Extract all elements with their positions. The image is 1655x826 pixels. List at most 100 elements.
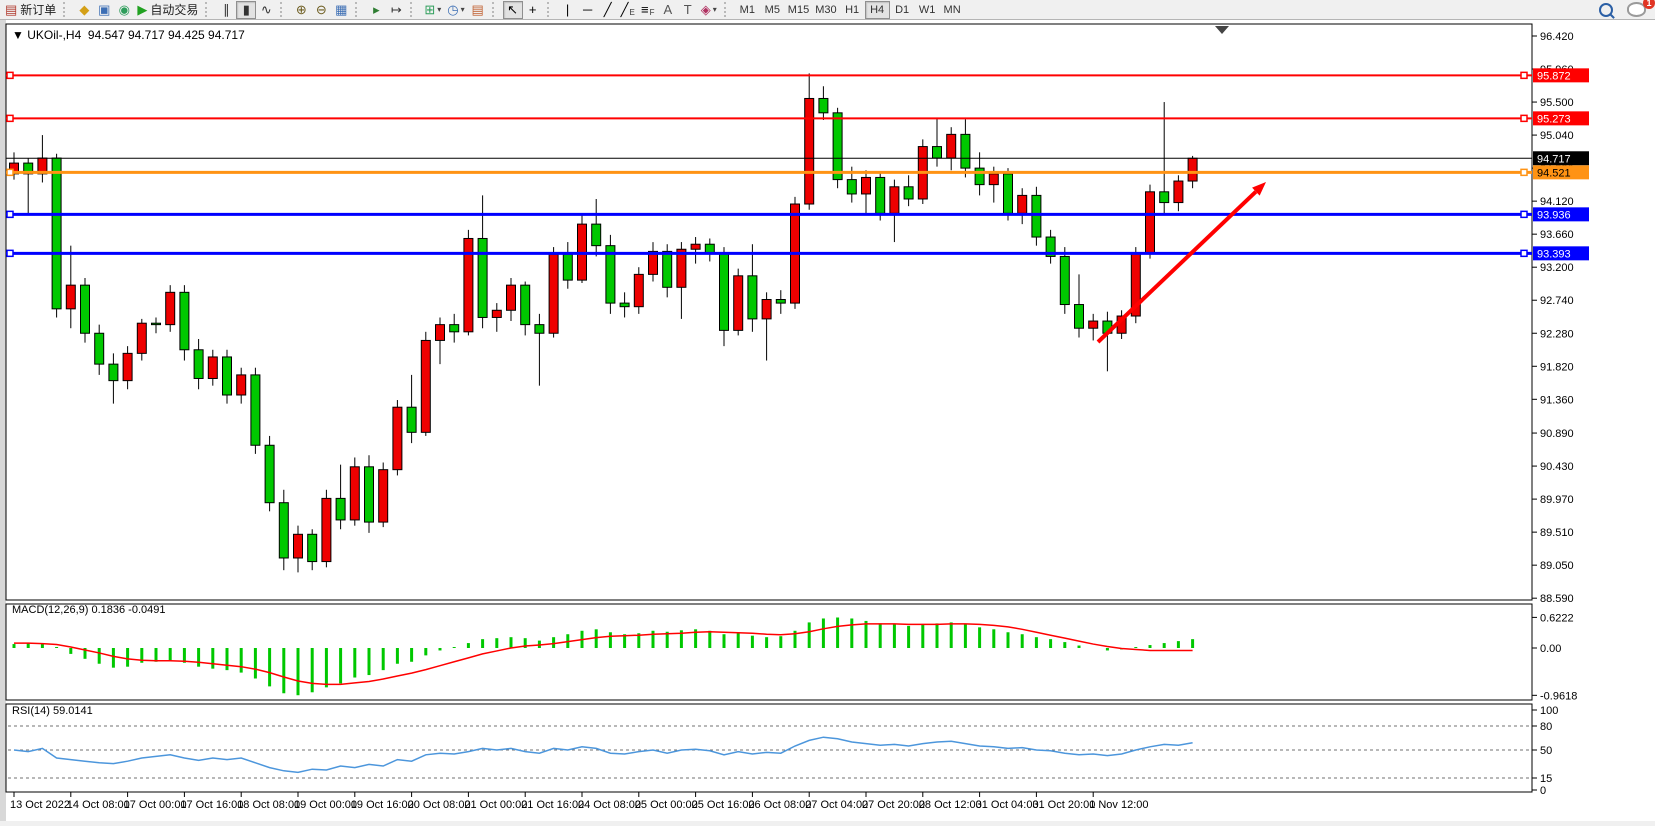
horizontal-line-icon: ─ <box>583 2 593 17</box>
time-tick-label: 25 Oct 16:00 <box>692 799 755 811</box>
macd-tick-label: 0.00 <box>1540 643 1561 655</box>
timeframe-mn-button[interactable]: MN <box>943 3 961 16</box>
time-tick-label: 18 Oct 08:00 <box>237 799 300 811</box>
candlestick-mode-button[interactable]: ▮ <box>236 0 257 19</box>
horizontal-line-button[interactable]: ─ <box>578 1 598 19</box>
hline-handle[interactable] <box>6 71 14 80</box>
candle-bullish <box>761 299 772 320</box>
price-tick-label: 89.050 <box>1540 560 1574 572</box>
price-tick-label: 95.040 <box>1540 130 1574 142</box>
pane-splitter[interactable] <box>0 700 1655 704</box>
crosshair-button[interactable]: + <box>523 1 543 19</box>
trendline-icon: ╱ <box>603 2 612 17</box>
price-tick-label: 89.970 <box>1540 494 1574 506</box>
candle-bullish <box>861 176 871 195</box>
periods-button[interactable]: ◷ ▾ <box>444 1 467 19</box>
charts-profile-button[interactable]: ◆ <box>74 1 94 19</box>
candle-bearish <box>449 324 460 333</box>
macd-tick-label: 0.6222 <box>1540 612 1574 624</box>
timeframe-m1-button[interactable]: M1 <box>739 3 755 16</box>
one-click-trading-arrow-icon[interactable]: ▼ <box>12 28 24 42</box>
hline-handle[interactable] <box>1520 168 1528 177</box>
timeframe-h1-button[interactable]: H1 <box>845 3 860 16</box>
candle-bearish <box>94 332 105 365</box>
tile-windows-button[interactable]: ▦ <box>331 1 351 19</box>
notifications-button[interactable]: 1 <box>1624 0 1655 19</box>
zoom-in-button[interactable]: ⊕ <box>291 1 311 19</box>
candle-bearish <box>23 162 34 175</box>
time-tick-label: 21 Oct 16:00 <box>521 799 584 811</box>
hline-handle[interactable] <box>1520 210 1528 219</box>
timeframe-m15-button[interactable]: M15 <box>787 3 810 16</box>
trend-arrow-head <box>1252 182 1266 196</box>
bar-chart-mode-button[interactable]: ∥ <box>216 1 236 19</box>
timeframe-m5-button[interactable]: M5 <box>764 3 780 16</box>
arrows-dropdown-icon[interactable]: ▾ <box>712 5 717 14</box>
macd-pane <box>5 603 1533 701</box>
hline-handle[interactable] <box>6 210 14 219</box>
candle-bullish <box>1017 194 1028 214</box>
timeframe-w1-button[interactable]: W1 <box>918 3 936 16</box>
equidistant-channel-button[interactable]: ╱ E <box>618 1 638 19</box>
timeframe-m30-button[interactable]: M30 <box>815 3 837 16</box>
search-button[interactable] <box>1596 1 1616 19</box>
navigator-button[interactable]: ▣ <box>94 1 114 19</box>
trendline-button[interactable]: ╱ <box>598 1 618 19</box>
periods-dropdown-icon[interactable]: ▾ <box>460 5 465 14</box>
candle-bearish <box>1074 304 1084 329</box>
candle-bullish <box>65 284 76 310</box>
charts-profile-icon: ◆ <box>79 2 90 17</box>
pane-splitter[interactable] <box>0 600 1655 604</box>
cursor-button[interactable]: ↖ <box>502 0 523 19</box>
candle-bearish <box>179 291 190 351</box>
hline-handle[interactable] <box>1520 71 1528 80</box>
candlesticks-icon: ▮ <box>242 2 250 17</box>
candle-bullish <box>548 253 559 334</box>
candle-bullish <box>988 173 999 186</box>
timeframe-h4-button[interactable]: H4 <box>864 0 890 19</box>
candle-bearish <box>562 253 573 281</box>
text-button[interactable]: A <box>658 1 678 19</box>
trend-arrow-annotation[interactable] <box>1096 190 1258 344</box>
text-label-button[interactable]: T <box>678 1 698 19</box>
price-label-badge-text: 95.872 <box>1537 70 1571 82</box>
candle-bearish <box>875 176 886 214</box>
alerts-button[interactable]: ◉ <box>114 1 134 19</box>
add-indicator-button[interactable]: ⊞ ▾ <box>421 1 444 19</box>
hline-handle[interactable] <box>6 249 14 258</box>
new-order-button[interactable]: ▤ 新订单 <box>2 1 59 19</box>
hline-handle[interactable] <box>6 114 14 123</box>
candle-bullish <box>633 273 644 308</box>
fibonacci-button[interactable]: ≡ F <box>638 1 658 19</box>
auto-trading-button[interactable]: ▶ 自动交易 <box>134 1 201 19</box>
macd-tick-label: -0.9618 <box>1540 690 1577 702</box>
main-toolbar: ▤ 新订单 ◆ ▣ ◉ ▶ 自动交易 ∥ ▮ ∿ ⊕ ⊖ ▦ ▸ ↦ ⊞ ▾ ◷ ▾ ▤ ↖ + | ─ ╱ ╱ E ≡ F A T ◈ ▾ M… <box>0 0 1655 20</box>
auto-trading-label: 自动交易 <box>150 3 199 17</box>
price-tick-label: 91.820 <box>1540 361 1574 373</box>
candle-bearish <box>591 223 602 247</box>
chart-shift-marker[interactable] <box>1215 26 1229 34</box>
chart-shift-button[interactable]: ↦ <box>386 1 406 19</box>
hline-handle[interactable] <box>1520 114 1528 123</box>
hline-handle[interactable] <box>6 168 14 177</box>
clock-icon: ◷ <box>447 2 459 17</box>
add-indicator-dropdown-icon[interactable]: ▾ <box>437 5 442 14</box>
add-chart-icon: ⊞ <box>424 2 436 17</box>
candle-bearish <box>1059 255 1070 306</box>
text-icon: A <box>663 2 673 17</box>
timeframe-d1-button[interactable]: D1 <box>895 3 910 16</box>
toolbar-separator <box>280 2 288 17</box>
templates-button[interactable]: ▤ <box>468 1 488 19</box>
fibonacci-subscript: F <box>649 8 655 17</box>
hline-handle[interactable] <box>1520 249 1528 258</box>
arrows-button[interactable]: ◈ ▾ <box>698 1 720 19</box>
line-chart-mode-button[interactable]: ∿ <box>256 1 276 19</box>
time-tick-label: 13 Oct 2022 <box>10 799 70 811</box>
vertical-line-button[interactable]: | <box>558 1 578 19</box>
auto-scroll-button[interactable]: ▸ <box>366 1 386 19</box>
price-tick-label: 93.200 <box>1540 262 1574 274</box>
toolbar-separator <box>63 2 71 17</box>
candle-bullish <box>463 237 474 333</box>
zoom-out-button[interactable]: ⊖ <box>311 1 331 19</box>
